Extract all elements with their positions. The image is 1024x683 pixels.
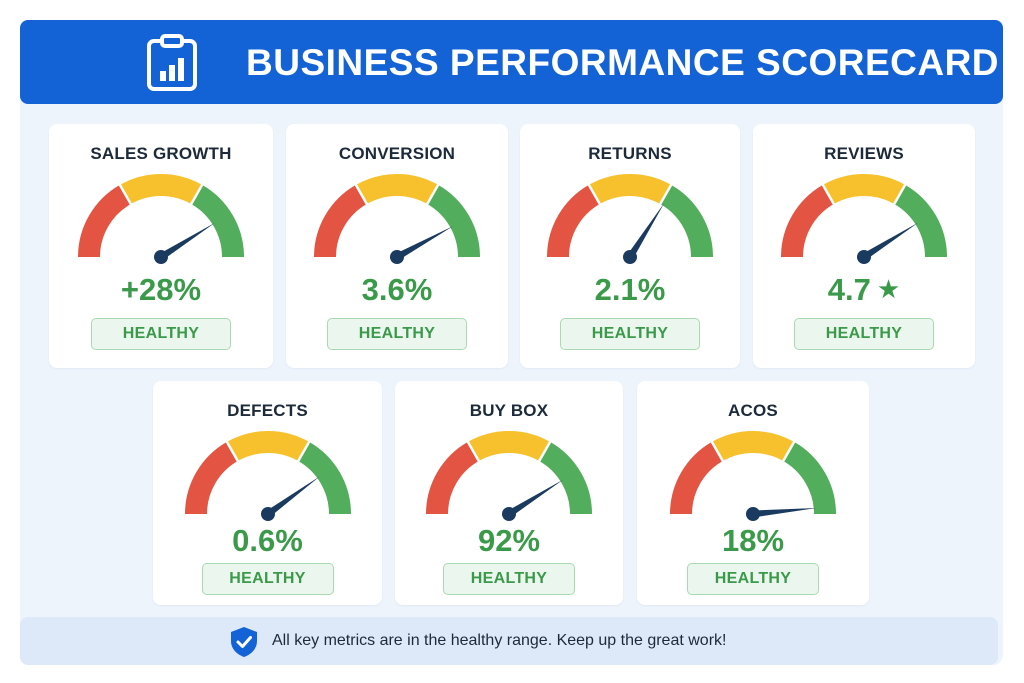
gauge-divider: [118, 183, 133, 206]
metric-card-reviews: REVIEWS 4.7 ★ HEALTHY: [753, 124, 975, 368]
gauge-red-zone: [547, 184, 601, 258]
shield-check-icon: [231, 627, 257, 657]
gauge-needle: [862, 222, 919, 260]
gauge-divider: [781, 440, 796, 463]
metric-card-defects: DEFECTS 0.6% HEALTHY: [153, 381, 382, 605]
metric-value: 18%: [721, 523, 785, 558]
gauge-dial: [781, 174, 947, 264]
metric-label: CONVERSION: [338, 144, 456, 163]
gauge-divider: [466, 440, 481, 463]
gauge-yellow-zone: [711, 431, 795, 462]
gauge-needle: [752, 507, 817, 518]
gauge-divider: [892, 183, 907, 206]
gauge-divider: [296, 440, 311, 463]
footer-banner: All key metrics are in the healthy range…: [20, 617, 998, 665]
metric-value: 2.1%: [594, 272, 666, 307]
gauge-yellow-zone: [588, 174, 672, 205]
gauge-red-zone: [670, 441, 724, 515]
metric-card-sales-growth: SALES GROWTH +28% HEALTHY: [49, 124, 273, 368]
metric-value: 92%: [477, 523, 541, 558]
metric-card-conversion: CONVERSION 3.6% HEALTHY: [286, 124, 508, 368]
gauge-green-zone: [190, 184, 244, 258]
gauge-red-zone: [426, 441, 480, 515]
gauge-needle: [627, 202, 665, 259]
gauge-green-zone: [297, 441, 351, 515]
gauge-needle: [265, 476, 320, 517]
metric-card-returns: RETURNS 2.1% HEALTHY: [520, 124, 740, 368]
gauge-dial: [78, 174, 244, 264]
gauge-green-zone: [426, 184, 480, 258]
gauge-needle-hub: [857, 250, 871, 264]
status-badge: HEALTHY: [201, 563, 334, 595]
metric-value: 4.7 ★: [753, 272, 975, 308]
gauge-divider: [354, 183, 369, 206]
metric-value-number: 4.7: [827, 272, 871, 307]
metric-label: SALES GROWTH: [90, 144, 232, 163]
metric-value: 0.6%: [232, 523, 303, 558]
gauge-green-zone: [538, 441, 592, 515]
gauge-divider: [821, 183, 836, 206]
metric-label: DEFECTS: [227, 401, 308, 420]
gauge-green-zone: [659, 184, 713, 258]
status-badge: HEALTHY: [327, 318, 467, 350]
gauge-divider: [189, 183, 204, 206]
metric-label: REVIEWS: [824, 144, 904, 163]
gauge-dial: [426, 431, 592, 521]
metric-label: ACOS: [728, 401, 778, 420]
gauge-red-zone: [781, 184, 835, 258]
star-icon: ★: [876, 274, 901, 304]
metric-value: +28%: [120, 272, 202, 307]
gauge-yellow-zone: [355, 174, 439, 205]
gauge-red-zone: [78, 184, 132, 258]
status-badge: HEALTHY: [560, 318, 700, 350]
gauge-divider: [710, 440, 725, 463]
footer-message: All key metrics are in the healthy range…: [272, 632, 727, 649]
gauge-needle-hub: [623, 250, 637, 264]
gauge-green-zone: [893, 184, 947, 258]
gauge-needle-hub: [502, 507, 516, 521]
gauge-dial: [547, 174, 713, 264]
gauge-red-zone: [314, 184, 368, 258]
gauge-green-zone: [782, 441, 836, 515]
gauge-yellow-zone: [822, 174, 906, 205]
gauge-dial: [314, 174, 480, 264]
status-badge: HEALTHY: [443, 563, 575, 595]
gauge-needle: [395, 226, 454, 261]
metric-label: BUY BOX: [469, 401, 549, 420]
metric-value: 3.6%: [361, 272, 433, 307]
gauge-needle-hub: [746, 507, 760, 521]
gauge-dial: [670, 431, 836, 521]
metric-card-buy-box: BUY BOX 92% HEALTHY: [395, 381, 623, 605]
gauge-divider: [587, 183, 602, 206]
metric-label: RETURNS: [588, 144, 672, 163]
gauge-needle-hub: [260, 507, 275, 521]
metric-card-acos: ACOS 18% HEALTHY: [637, 381, 869, 605]
gauge-needle: [507, 479, 564, 517]
gauge-divider: [425, 183, 440, 206]
header-bar: BUSINESS PERFORMANCE SCORECARD: [20, 20, 1003, 104]
clipboard-chart-icon: [147, 34, 197, 91]
status-badge: HEALTHY: [687, 563, 819, 595]
gauge-yellow-zone: [119, 174, 203, 205]
gauge-red-zone: [184, 441, 238, 515]
status-badge: HEALTHY: [794, 318, 934, 350]
status-badge: HEALTHY: [91, 318, 231, 350]
gauge-yellow-zone: [226, 431, 309, 462]
gauge-needle: [159, 222, 216, 260]
gauge-divider: [658, 183, 673, 206]
page-title: BUSINESS PERFORMANCE SCORECARD: [246, 42, 1000, 83]
gauge-needle-hub: [154, 250, 168, 264]
gauge-dial: [184, 431, 351, 521]
gauge-yellow-zone: [467, 431, 551, 462]
gauge-needle-hub: [390, 250, 404, 264]
gauge-divider: [537, 440, 552, 463]
gauge-divider: [224, 440, 239, 463]
